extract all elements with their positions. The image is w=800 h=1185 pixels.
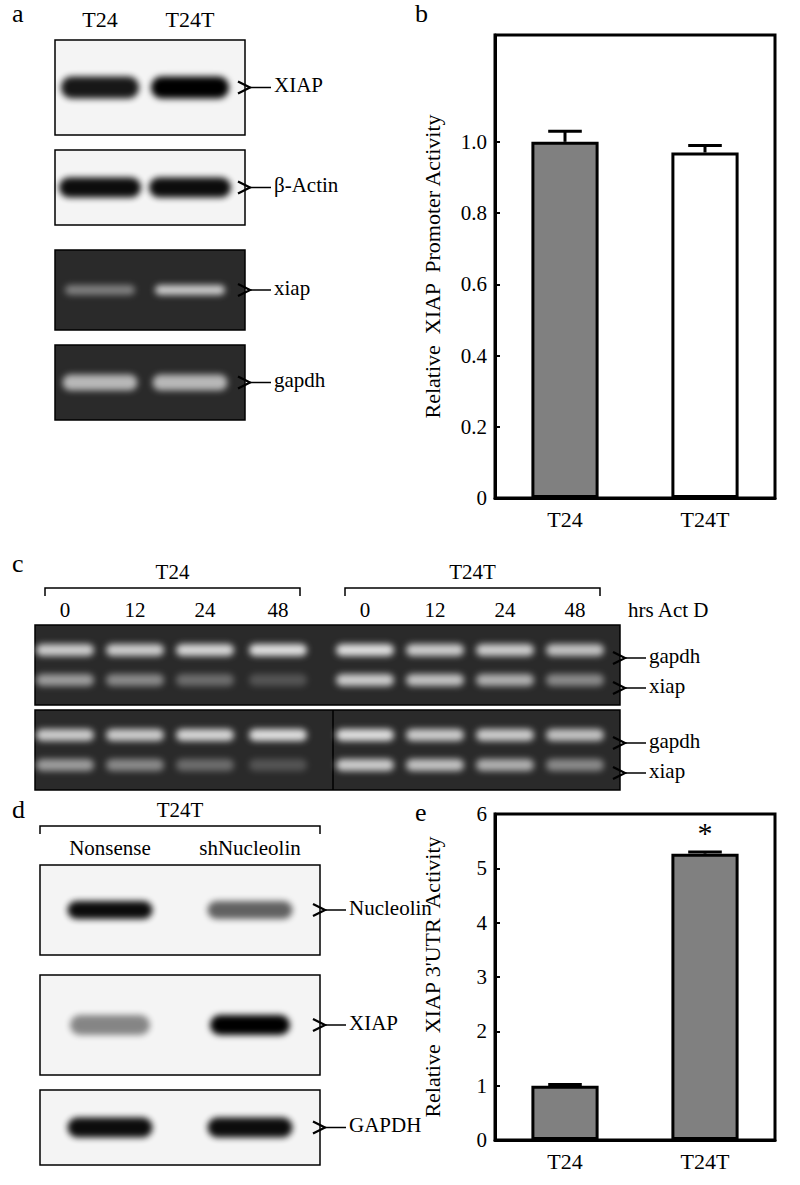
svg-text:12: 12 — [425, 598, 446, 622]
svg-text:0.6: 0.6 — [461, 272, 487, 296]
svg-text:gapdh: gapdh — [649, 729, 701, 753]
svg-text:T24: T24 — [547, 507, 582, 532]
svg-text:Nucleolin: Nucleolin — [349, 895, 432, 920]
svg-text:xiap: xiap — [274, 276, 310, 300]
svg-text:24: 24 — [495, 598, 517, 622]
svg-text:T24T: T24T — [157, 798, 204, 822]
svg-text:3: 3 — [477, 965, 488, 989]
svg-text:xiap: xiap — [649, 674, 685, 698]
svg-text:T24: T24 — [156, 560, 190, 584]
svg-text:Relative XIAP Promoter Activ: Relative XIAP Promoter Activity — [420, 114, 445, 418]
svg-text:2: 2 — [477, 1019, 488, 1043]
svg-text:c: c — [12, 549, 24, 578]
svg-text:gapdh: gapdh — [649, 644, 701, 668]
svg-text:shNucleolin: shNucleolin — [199, 836, 301, 860]
svg-text:0: 0 — [477, 1128, 488, 1152]
svg-text:4: 4 — [477, 911, 488, 935]
svg-text:T24T: T24T — [449, 560, 496, 584]
svg-text:0.4: 0.4 — [461, 344, 488, 368]
svg-text:GAPDH: GAPDH — [349, 1113, 421, 1137]
svg-text:5: 5 — [477, 856, 488, 880]
svg-text:XIAP: XIAP — [274, 73, 323, 97]
svg-text:1: 1 — [477, 1074, 488, 1098]
svg-text:6: 6 — [477, 802, 488, 826]
svg-text:0: 0 — [60, 598, 71, 622]
svg-text:48: 48 — [565, 598, 586, 622]
svg-text:e: e — [415, 798, 427, 827]
svg-text:48: 48 — [268, 598, 289, 622]
svg-text:XIAP: XIAP — [349, 1011, 398, 1035]
svg-text:0.8: 0.8 — [461, 201, 487, 225]
svg-text:gapdh: gapdh — [274, 368, 326, 392]
svg-text:Relative XIAP 3'UTR Activity: Relative XIAP 3'UTR Activity — [420, 836, 445, 1117]
svg-text:T24: T24 — [547, 1149, 582, 1174]
svg-text:0: 0 — [477, 486, 488, 510]
svg-text:T24T: T24T — [681, 507, 730, 532]
svg-text:T24T: T24T — [681, 1149, 730, 1174]
svg-text:b: b — [415, 0, 428, 28]
svg-text:12: 12 — [125, 598, 146, 622]
svg-text:d: d — [12, 795, 25, 824]
svg-text:hrs Act D: hrs Act D — [628, 598, 709, 622]
svg-text:Nonsense: Nonsense — [69, 836, 151, 860]
svg-text:1.0: 1.0 — [461, 130, 487, 154]
svg-text:a: a — [12, 0, 24, 28]
svg-text:xiap: xiap — [649, 759, 685, 783]
svg-text:0.2: 0.2 — [461, 415, 487, 439]
svg-text:β-Actin: β-Actin — [274, 173, 339, 197]
svg-text:*: * — [698, 816, 713, 849]
svg-text:T24T: T24T — [166, 7, 215, 32]
svg-text:0: 0 — [360, 598, 371, 622]
svg-text:24: 24 — [195, 598, 217, 622]
svg-text:T24: T24 — [82, 7, 117, 32]
